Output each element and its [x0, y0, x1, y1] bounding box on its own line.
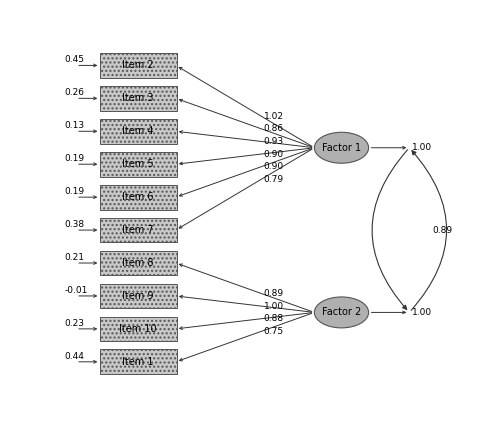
- Text: 0.19: 0.19: [64, 154, 84, 163]
- Text: 0.89: 0.89: [264, 289, 284, 298]
- Text: 1.00: 1.00: [412, 308, 432, 317]
- FancyArrowPatch shape: [411, 151, 446, 310]
- FancyBboxPatch shape: [100, 185, 176, 209]
- FancyBboxPatch shape: [100, 119, 176, 144]
- Text: 1.00: 1.00: [412, 143, 432, 152]
- Text: Factor 1: Factor 1: [322, 143, 361, 153]
- Text: 0.86: 0.86: [264, 124, 284, 134]
- Text: Item 1: Item 1: [122, 357, 154, 367]
- Text: 0.90: 0.90: [264, 149, 284, 159]
- Text: 0.89: 0.89: [432, 225, 452, 235]
- Text: 0.13: 0.13: [64, 121, 84, 130]
- Text: 0.38: 0.38: [64, 220, 84, 229]
- Text: 0.75: 0.75: [264, 327, 284, 336]
- Text: Item 7: Item 7: [122, 225, 154, 235]
- Ellipse shape: [314, 297, 368, 328]
- Text: 1.02: 1.02: [264, 112, 283, 121]
- FancyBboxPatch shape: [100, 152, 176, 176]
- Text: 1.00: 1.00: [264, 302, 284, 310]
- FancyBboxPatch shape: [100, 218, 176, 242]
- FancyBboxPatch shape: [100, 349, 176, 374]
- Text: Item 8: Item 8: [122, 258, 154, 268]
- FancyBboxPatch shape: [100, 316, 176, 341]
- Text: -0.01: -0.01: [64, 286, 88, 295]
- Text: Item 2: Item 2: [122, 60, 154, 70]
- FancyBboxPatch shape: [100, 86, 176, 111]
- Text: 0.19: 0.19: [64, 187, 84, 196]
- Text: 0.88: 0.88: [264, 314, 284, 323]
- Text: 0.21: 0.21: [64, 253, 84, 262]
- Text: 0.90: 0.90: [264, 162, 284, 171]
- FancyArrowPatch shape: [372, 150, 408, 309]
- FancyBboxPatch shape: [100, 283, 176, 308]
- Text: 0.79: 0.79: [264, 175, 284, 184]
- Ellipse shape: [314, 132, 368, 163]
- Text: Item 5: Item 5: [122, 159, 154, 169]
- Text: 0.23: 0.23: [64, 319, 84, 328]
- Text: 0.45: 0.45: [64, 55, 84, 64]
- Text: Item 4: Item 4: [122, 126, 154, 136]
- Text: Item 9: Item 9: [122, 291, 154, 301]
- Text: Item 6: Item 6: [122, 192, 154, 202]
- Text: Item 10: Item 10: [120, 324, 157, 334]
- Text: 0.93: 0.93: [264, 137, 284, 146]
- Text: Factor 2: Factor 2: [322, 308, 361, 317]
- Text: 0.44: 0.44: [64, 352, 84, 361]
- Text: 0.26: 0.26: [64, 88, 84, 97]
- FancyBboxPatch shape: [100, 251, 176, 275]
- Text: Item 3: Item 3: [122, 93, 154, 103]
- FancyBboxPatch shape: [100, 53, 176, 78]
